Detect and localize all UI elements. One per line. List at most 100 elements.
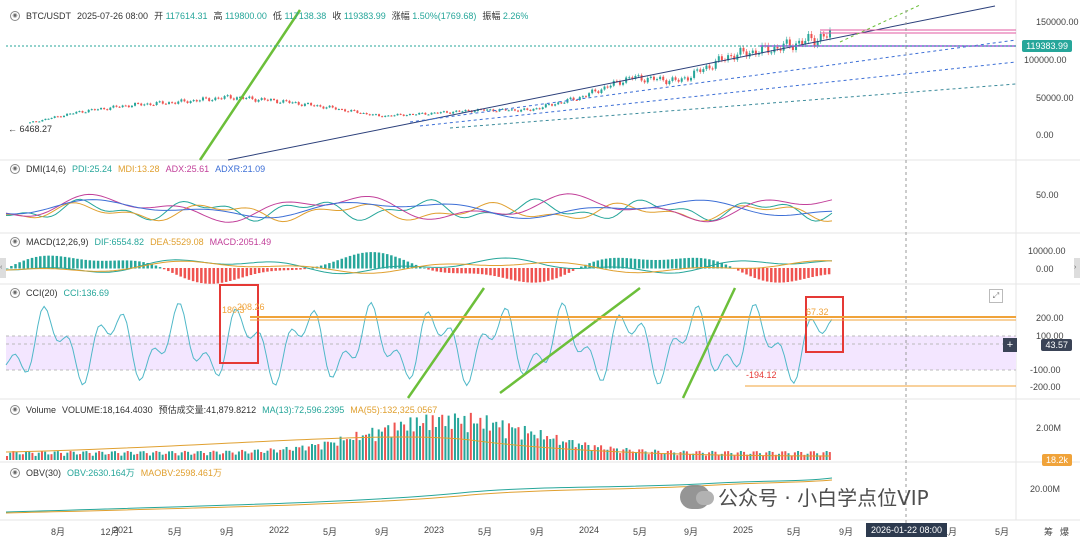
macd-bar xyxy=(278,268,282,271)
macd-bar xyxy=(691,257,695,269)
macd-bar xyxy=(233,268,236,280)
corner-label-2[interactable]: 爆 xyxy=(1060,527,1070,537)
volume-bar xyxy=(399,421,402,460)
candle-body xyxy=(807,33,810,41)
macd-bar xyxy=(105,260,108,269)
macd-bar xyxy=(737,268,740,271)
macd-bar xyxy=(538,268,542,283)
macd-bar xyxy=(175,268,178,275)
dmi-pdi-line xyxy=(5,198,833,222)
volume-bar xyxy=(21,454,24,460)
obv-name: OBV(30) xyxy=(26,467,62,478)
macd-bar xyxy=(447,268,451,273)
volume-bar xyxy=(746,454,749,460)
symbol: BTC/USDT xyxy=(26,10,71,21)
candle-body xyxy=(390,115,393,117)
macd-bar xyxy=(790,268,794,282)
macd-bar xyxy=(782,268,785,283)
candle-body xyxy=(486,109,489,111)
candle-body xyxy=(618,81,621,85)
candle-body xyxy=(668,80,671,85)
volume-bar xyxy=(574,447,577,460)
candle-body xyxy=(186,101,189,103)
candle-body xyxy=(294,102,297,104)
candle-body xyxy=(588,93,591,97)
candle-body xyxy=(742,47,745,52)
candle-body xyxy=(631,77,634,79)
macd-bar xyxy=(534,268,538,283)
volume-bar xyxy=(295,446,298,460)
eye-icon[interactable]: ◉ xyxy=(10,404,20,415)
corner-label-1[interactable]: 筹 xyxy=(1044,527,1054,537)
macd-bar xyxy=(703,258,707,269)
price-axis-150k: 150000.00 xyxy=(1036,17,1079,27)
add-icon[interactable]: + xyxy=(1003,338,1017,352)
volume-ma55: MA(55):132,325.0567 xyxy=(350,404,438,415)
volume-bar xyxy=(40,451,43,460)
volume-bar xyxy=(317,444,320,460)
volume-bar xyxy=(377,429,380,460)
candle-body xyxy=(356,110,359,113)
volume-bar xyxy=(816,453,819,460)
candle-body xyxy=(557,102,560,105)
candle-body xyxy=(257,99,260,102)
macd-axis-0: 0.00 xyxy=(1036,264,1054,274)
eye-icon[interactable]: ◉ xyxy=(10,237,20,247)
candle-body xyxy=(720,56,723,61)
volume-bar xyxy=(689,454,692,460)
macd-bar xyxy=(200,268,203,284)
volume-bar xyxy=(174,453,177,460)
volume-bar xyxy=(669,450,672,460)
macd-bar xyxy=(295,268,298,270)
volume-bar xyxy=(285,446,288,460)
maobv-line xyxy=(5,479,833,514)
green-trendline-1 xyxy=(198,9,302,161)
eye-icon[interactable]: ◉ xyxy=(10,10,20,21)
macd-bar xyxy=(567,268,571,273)
candle-body xyxy=(609,85,612,88)
candle-body xyxy=(483,109,486,111)
candle-body xyxy=(279,102,282,104)
macd-bar xyxy=(811,268,814,278)
scroll-right-icon[interactable]: › xyxy=(1074,258,1080,278)
candle-body xyxy=(316,105,319,107)
eye-icon[interactable]: ◉ xyxy=(10,467,20,478)
volume-bar xyxy=(507,423,510,460)
volume-bar xyxy=(364,434,367,460)
candle-body xyxy=(637,75,640,77)
current-price-tag: 119383.99 xyxy=(1022,40,1072,52)
candle-body xyxy=(640,75,643,81)
scroll-left-icon[interactable]: ‹ xyxy=(0,258,6,278)
candle-body xyxy=(75,111,78,114)
candle-body xyxy=(180,99,183,102)
expand-icon[interactable]: ⤢ xyxy=(989,289,1003,303)
macd-bar xyxy=(613,257,616,269)
candle-body xyxy=(174,102,177,104)
highlight-box-right xyxy=(805,296,844,353)
macd-bar xyxy=(394,256,397,269)
macd-bar xyxy=(423,267,426,269)
eye-icon[interactable]: ◉ xyxy=(10,164,20,174)
volume-bar xyxy=(114,451,117,460)
macd-bar xyxy=(183,268,187,279)
macd-bar xyxy=(402,259,405,269)
candle-body xyxy=(217,97,220,99)
macd-bar xyxy=(204,268,207,284)
macd-bar xyxy=(476,268,480,274)
volume-bar xyxy=(774,454,777,460)
volume-bar xyxy=(196,451,199,460)
candle-body xyxy=(418,112,421,115)
volume-bar xyxy=(234,454,237,460)
volume-ma13: MA(13):72,596.2395 xyxy=(262,404,345,415)
volume-bar xyxy=(206,455,209,460)
candle-body xyxy=(313,105,316,107)
candle-body xyxy=(344,109,347,112)
volume-estimate: 预估成交量:41,879.8212 xyxy=(158,405,257,415)
volume-bar xyxy=(28,451,31,460)
eye-icon[interactable]: ◉ xyxy=(10,288,20,298)
candle-body xyxy=(177,101,180,104)
candle-body xyxy=(538,108,541,110)
candle-body xyxy=(730,55,733,57)
candle-body xyxy=(266,99,269,101)
